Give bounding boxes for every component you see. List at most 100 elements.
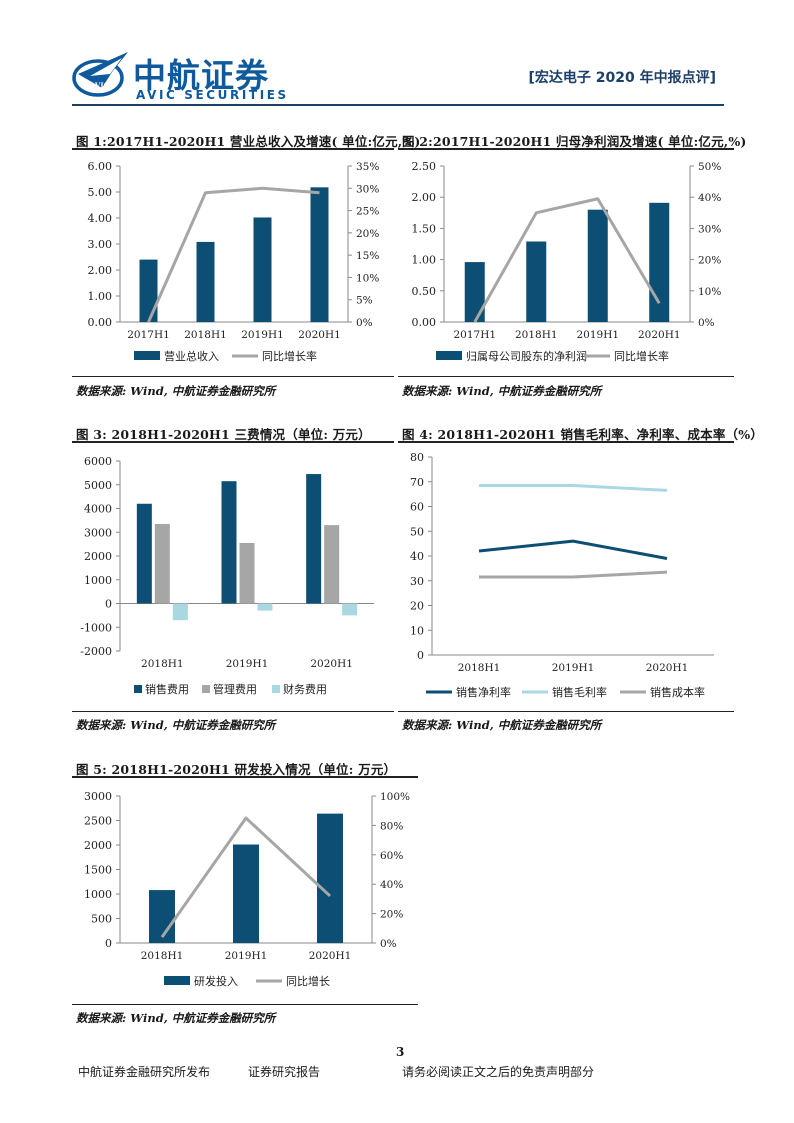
fig5-bottom-rule: [72, 1004, 418, 1005]
legend-line-label: 同比增长: [286, 974, 330, 988]
bar-2017H1: [464, 262, 485, 322]
category-label: 2020H1: [646, 662, 689, 674]
bar-财务费用-2020H1: [342, 603, 358, 616]
left-tick-label: 2000: [84, 550, 112, 563]
fig4-title: 图 4: 2018H1-2020H1 销售毛利率、净利率、成本率（%）: [402, 427, 764, 442]
fig2-chart: 0.00 0.50 1.00 1.50 2.00 2.50 0% 10% 20% 30% 40% 50…: [412, 160, 722, 363]
right-tick-label: 0%: [698, 317, 715, 329]
left-tick-label: 1.50: [412, 222, 437, 235]
fig1-title: 图 1:2017H1-2020H1 营业总收入及增速( 单位:亿元,%): [76, 134, 421, 149]
category-label: 2020H1: [638, 329, 681, 341]
left-tick-label: 60: [410, 501, 424, 514]
logo-text: AVIC: [89, 81, 110, 90]
bar-2017H1: [139, 259, 158, 322]
legend-bar-swatch: [134, 351, 160, 360]
legend-bar-label: 营业总收入: [164, 349, 219, 363]
category-label: 2018H1: [141, 950, 184, 962]
bar-2020H1: [649, 202, 670, 322]
right-tick-label: 100%: [380, 791, 410, 803]
bar-管理费用-2019H1: [239, 542, 255, 604]
category-label: 2019H1: [552, 662, 595, 674]
category-label: 2017H1: [453, 329, 496, 341]
category-label: 2019H1: [225, 950, 268, 962]
right-tick-label: 15%: [356, 250, 379, 262]
category-label: 2017H1: [127, 329, 170, 341]
header-rule: [72, 104, 724, 106]
legend-label: 销售毛利率: [552, 685, 607, 699]
left-tick-label: -1000: [80, 621, 112, 634]
right-tick-label: 0%: [380, 938, 397, 950]
fig1-top-rule: [72, 148, 394, 150]
left-tick-label: 0.00: [88, 316, 113, 329]
fig1-bottom-rule: [72, 376, 394, 377]
fig1-chart: 0.00 1.00 2.00 3.00 4.00 5.00 6.00 0% 5% 10% 15% 20…: [88, 160, 380, 363]
legend-bar-label: 研发投入: [194, 974, 238, 988]
left-tick-label: 70: [410, 476, 424, 489]
right-tick-label: 0%: [356, 317, 373, 329]
category-label: 2018H1: [184, 329, 227, 341]
left-tick-label: 0: [105, 598, 112, 611]
left-tick-label: 1500: [84, 864, 112, 877]
left-tick-label: 50: [410, 525, 424, 538]
legend-label: 销售净利率: [456, 685, 511, 699]
fig3-top-rule: [72, 441, 394, 443]
legend-label: 销售成本率: [650, 685, 705, 699]
left-tick-label: 2500: [84, 815, 112, 828]
fig3-title: 图 3: 2018H1-2020H1 三费情况（单位: 万元）: [76, 427, 371, 442]
bar-销售费用-2019H1: [221, 481, 237, 604]
bar-2019H1: [587, 209, 608, 322]
legend-label: 销售费用: [145, 682, 189, 696]
legend-label: 财务费用: [283, 682, 327, 696]
bar-财务费用-2019H1: [257, 603, 273, 611]
fig2-source: 数据来源: Wind, 中航证券金融研究所: [402, 384, 602, 398]
left-tick-label: 30: [410, 575, 424, 588]
left-tick-label: 0.00: [412, 316, 437, 329]
bar-管理费用-2018H1: [154, 523, 170, 604]
right-tick-label: 40%: [380, 879, 403, 891]
fig3-bottom-rule: [72, 711, 394, 712]
line-销售净利率: [478, 539, 668, 560]
right-tick-label: 25%: [356, 206, 379, 218]
category-label: 2018H1: [458, 662, 501, 674]
left-tick-label: 3000: [84, 790, 112, 803]
fig5-chart: 0 500 1000 1500 2000 2500 3000 0% 20% 40% 60% 80% 10…: [84, 790, 410, 988]
right-tick-label: 60%: [380, 850, 403, 862]
left-tick-label: 1000: [84, 888, 112, 901]
line-销售毛利率: [479, 483, 668, 492]
left-tick-label: 4000: [84, 503, 112, 516]
left-tick-label: 500: [91, 913, 112, 926]
category-label: 2020H1: [309, 950, 352, 962]
growth-line: [473, 197, 661, 323]
left-tick-label: 40: [410, 550, 424, 563]
brand-name-cn: 中航证券: [133, 56, 269, 95]
left-tick-label: 1.00: [412, 254, 437, 267]
left-tick-label: 3.00: [88, 238, 113, 251]
bar-2018H1: [149, 890, 175, 943]
left-tick-label: 2.50: [412, 160, 437, 173]
right-tick-label: 10%: [698, 286, 721, 298]
left-tick-label: 0: [105, 937, 112, 950]
legend-swatch: [202, 685, 210, 693]
bar-财务费用-2018H1: [172, 603, 188, 621]
growth-line: [160, 816, 332, 938]
fig4-source: 数据来源: Wind, 中航证券金融研究所: [402, 718, 602, 732]
left-tick-label: 4.00: [88, 212, 113, 225]
right-tick-label: 10%: [356, 272, 379, 284]
right-tick-label: 50%: [698, 161, 721, 173]
category-label: 2018H1: [515, 329, 558, 341]
avic-logo: AVIC: [72, 52, 128, 97]
right-tick-label: 80%: [380, 820, 403, 832]
bar-2020H1: [310, 187, 329, 322]
bar-管理费用-2020H1: [324, 525, 340, 604]
fig3-chart: -2000 -1000 0 1000 2000 3000 4000 5000 6000 2018H…: [80, 455, 374, 696]
legend-swatch: [272, 685, 280, 693]
report-title: [宏达电子 2020 年中报点评]: [528, 70, 716, 86]
page-number: 3: [396, 1045, 405, 1059]
bar-2018H1: [526, 241, 547, 322]
left-tick-label: 0.50: [412, 285, 437, 298]
right-tick-label: 30%: [698, 223, 721, 235]
footer-disclaimer: 请务必阅读正文之后的免责声明部分: [402, 1065, 595, 1079]
right-tick-label: 20%: [698, 255, 721, 267]
right-tick-label: 20%: [356, 228, 379, 240]
category-label: 2020H1: [298, 329, 341, 341]
